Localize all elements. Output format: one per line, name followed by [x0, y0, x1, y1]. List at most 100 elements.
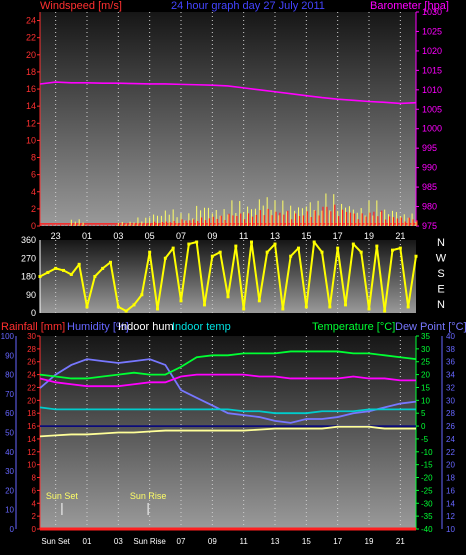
winddir-point: [414, 254, 418, 258]
humidity-tick-label: 0: [10, 525, 15, 534]
dewpoint-tick-label: 10: [446, 525, 455, 534]
rainfall-tick-label: 2: [32, 512, 37, 521]
rainfall-tick-label: 4: [32, 499, 37, 508]
windspeed-tick-label: 8: [31, 153, 36, 163]
humidity-tick-label: 60: [5, 409, 14, 418]
winddir-point: [195, 240, 199, 244]
indoor-temp-line: [39, 406, 416, 415]
winddir-tick-label: 270: [21, 253, 36, 263]
dewpoint-tick-label: 38: [446, 345, 455, 354]
humidity-tick-label: 70: [5, 390, 14, 399]
winddir-segment: [219, 251, 229, 297]
rainfall-tick-label: 18: [27, 409, 36, 418]
bottom-x-tick-label: 17: [333, 537, 342, 546]
winddir-point: [140, 293, 144, 297]
barometer-tick-label: 985: [422, 182, 437, 192]
winddir-point: [218, 250, 222, 254]
top-x-tick-label: 05: [145, 231, 155, 241]
winddir-point: [210, 254, 214, 258]
temperature-tick-label: -5: [421, 435, 429, 444]
winddir-segment: [321, 252, 331, 308]
temperature-tick-label: -10: [421, 448, 433, 457]
bottom-x-tick-label: 13: [271, 537, 280, 546]
winddir-point: [242, 307, 246, 311]
winddir-point: [297, 246, 300, 250]
climate-axes: 0102030405060708090100024681012141618202…: [1, 332, 456, 534]
winddir-segment: [234, 245, 245, 310]
indoor-temp-label: Indoor temp: [172, 321, 231, 333]
windspeed-tick-label: 6: [31, 170, 36, 180]
winddir-segment: [133, 294, 143, 306]
winddir-segment: [227, 245, 237, 297]
winddir-segment: [86, 276, 96, 308]
bottom-x-tick-label: Sun Set: [41, 537, 70, 546]
winddir-segment: [180, 243, 190, 301]
dewpoint-tick-label: 18: [446, 474, 455, 483]
top-x-tick-label: 19: [364, 231, 374, 241]
top-x-tick-label: 23: [51, 231, 61, 241]
temperature-tick-label: 0: [421, 422, 426, 431]
dewpoint-tick-label: 16: [446, 486, 455, 495]
winddir-segment: [148, 252, 159, 310]
winddir-point: [304, 305, 308, 309]
winddir-point: [77, 262, 81, 266]
humidity-tick-label: 90: [5, 351, 14, 360]
winddir-point: [383, 309, 387, 313]
winddir-segment: [242, 241, 253, 310]
bottom-x-tick-label: 01: [83, 537, 92, 546]
humidity-tick-label: 20: [5, 486, 14, 495]
barometer-label: Barometer [hpa]: [370, 0, 449, 12]
winddir-point: [226, 295, 230, 299]
rainfall-tick-label: 12: [27, 448, 36, 457]
rainfall-tick-label: 28: [27, 345, 36, 354]
temperature-tick-label: 10: [421, 396, 430, 405]
dewpoint-tick-label: 32: [446, 383, 455, 392]
climate-grid: [55, 336, 401, 529]
dewpoint-tick-label: 40: [446, 332, 455, 341]
winddir-point: [375, 244, 379, 248]
winddir-segment: [78, 264, 88, 308]
rainfall-tick-label: 30: [27, 332, 36, 341]
bottom-x-tick-label: 15: [302, 537, 311, 546]
rainfall-tick-label: 0: [32, 525, 37, 534]
winddir-segment: [172, 247, 182, 301]
top-x-tick-label: 15: [301, 231, 311, 241]
winddir-segment: [258, 252, 269, 301]
indoor-hum-label: Indoor hum: [118, 321, 174, 333]
windspeed-tick-label: 14: [26, 101, 36, 111]
winddir-point: [250, 240, 253, 244]
winddir-point: [320, 250, 324, 254]
temperature-tick-label: 20: [421, 371, 430, 380]
temperature-tick-label: 5: [421, 409, 426, 418]
dewpoint-tick-label: 24: [446, 435, 455, 444]
barometer-tick-label: 980: [422, 202, 437, 212]
temperature-tick-label: 30: [421, 345, 430, 354]
barometer-tick-label: 1020: [422, 46, 442, 56]
winddir-point: [265, 250, 269, 254]
temperature-tick-label: -25: [421, 486, 433, 495]
bottom-x-tick-label: 19: [365, 537, 374, 546]
winddir-segment: [274, 243, 284, 310]
bottom-x-tick-label: 09: [208, 537, 217, 546]
winddir-axis: 0 90 180 270 360: [21, 235, 41, 318]
winddir-point: [273, 242, 277, 246]
compass-label: N: [437, 237, 445, 249]
humidity-tick-label: 100: [1, 332, 15, 341]
winddir-point: [336, 246, 340, 250]
humidity-tick-label: 40: [5, 448, 14, 457]
rainfall-tick-label: 20: [27, 396, 36, 405]
climate-x-axis: Sun Set 01 03 Sun Rise 07 09 11 13 15 17 19 21: [41, 537, 405, 546]
climate-series: [39, 350, 417, 531]
compass-label: S: [437, 268, 444, 280]
dewpoint-tick-label: 26: [446, 422, 455, 431]
dewpoint-tick-label: 22: [446, 448, 455, 457]
sun-markers: Sun Set Sun Rise: [46, 491, 166, 515]
wind-baro-series: [39, 81, 418, 226]
top-x-tick-label: 21: [395, 231, 405, 241]
winddir-point: [109, 260, 112, 264]
rainfall-tick-label: 16: [27, 422, 36, 431]
temperature-tick-label: -30: [421, 499, 433, 508]
temperature-tick-label: -35: [421, 512, 433, 521]
wind-baro-plot-area: [40, 12, 416, 226]
